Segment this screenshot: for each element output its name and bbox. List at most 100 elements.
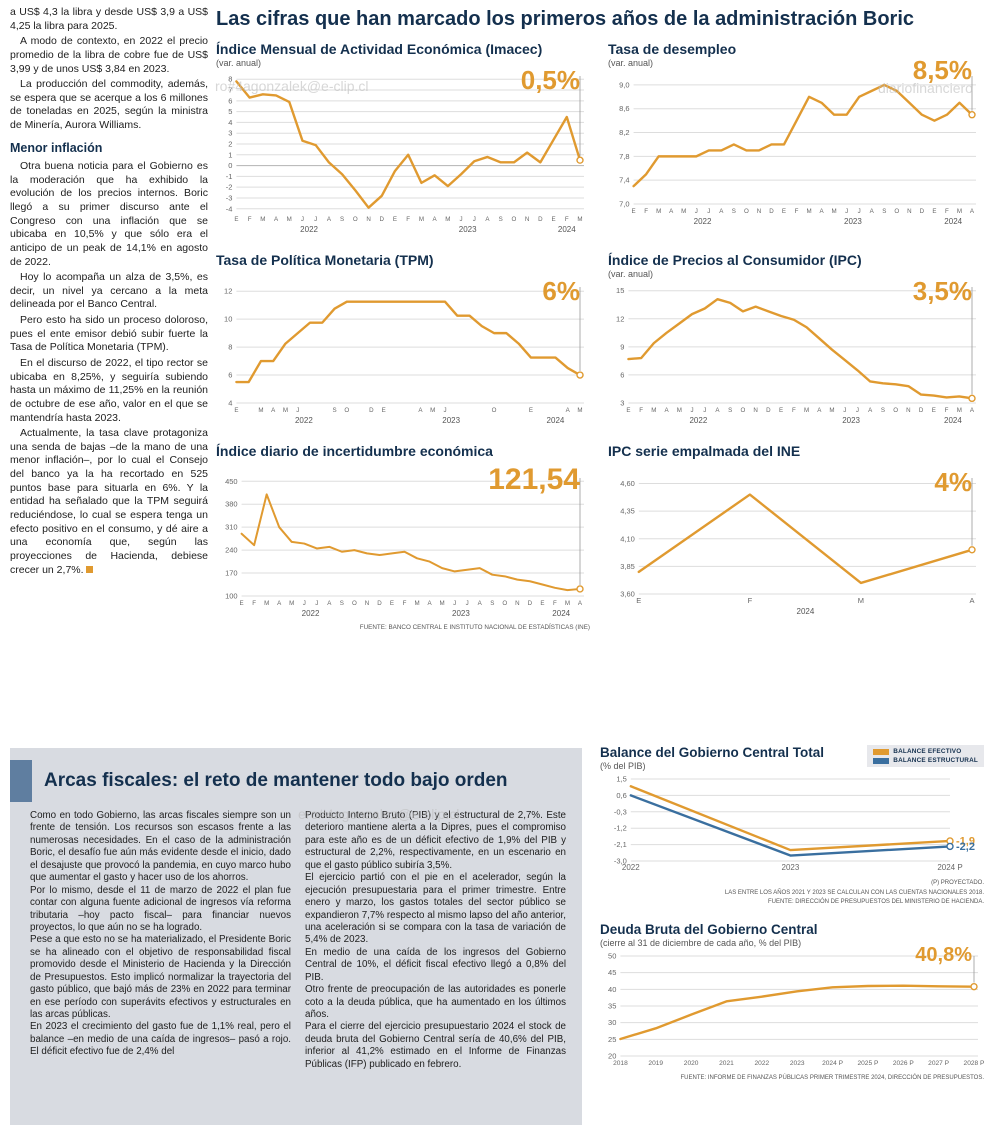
- svg-text:M: M: [414, 600, 419, 607]
- svg-text:M: M: [681, 208, 686, 215]
- svg-text:J: J: [466, 600, 469, 607]
- svg-text:A: A: [478, 600, 483, 607]
- svg-text:A: A: [418, 407, 423, 414]
- chart-balance: Balance del Gobierno Central Total (% de…: [600, 745, 984, 908]
- fiscal-paragraph: Otro frente de preocupación de las autor…: [305, 984, 566, 1020]
- tpm-line-chart: 12 10 8 6 4 E M A M J S O D E A M J O E A M 2022 2023 2024: [216, 281, 590, 429]
- svg-text:S: S: [732, 208, 736, 215]
- svg-text:J: J: [296, 407, 299, 414]
- svg-text:F: F: [748, 596, 753, 605]
- svg-text:45: 45: [608, 968, 616, 977]
- svg-text:2022: 2022: [300, 225, 318, 234]
- svg-text:M: M: [832, 208, 837, 215]
- svg-text:F: F: [248, 216, 252, 223]
- svg-text:M: M: [656, 208, 661, 215]
- latest-value-label: 6%: [542, 276, 580, 306]
- svg-text:J: J: [314, 216, 317, 223]
- svg-text:-3,0: -3,0: [614, 857, 627, 866]
- svg-text:-2: -2: [226, 183, 233, 192]
- fiscal-panel: Arcas fiscales: el reto de mantener todo…: [10, 748, 582, 1125]
- svg-text:8,2: 8,2: [619, 128, 629, 137]
- svg-text:25: 25: [608, 1035, 616, 1044]
- svg-text:A: A: [970, 208, 975, 215]
- svg-text:7,8: 7,8: [619, 152, 629, 161]
- svg-text:A: A: [274, 216, 279, 223]
- ipc-line-chart: 15 12 9 6 3 E F M A M J J A S O N D E F M A M J J A S O N D E F M A 2022 2…: [608, 281, 982, 429]
- chart-ipc-empalmada: IPC serie empalmada del INE 4% 4,60 4,35 4…: [608, 443, 982, 631]
- svg-text:2023: 2023: [452, 609, 470, 618]
- svg-text:N: N: [907, 208, 911, 215]
- svg-text:S: S: [340, 216, 344, 223]
- svg-text:2023: 2023: [844, 217, 862, 226]
- svg-text:4,35: 4,35: [620, 507, 635, 516]
- svg-text:A: A: [277, 600, 282, 607]
- svg-text:E: E: [382, 407, 386, 414]
- svg-text:40: 40: [608, 985, 616, 994]
- legend-item-estructural: BALANCE ESTRUCTURAL: [873, 757, 978, 764]
- svg-text:M: M: [957, 208, 962, 215]
- legend-swatch-estructural: [873, 757, 890, 764]
- chart-title: Índice de Precios al Consumidor (IPC): [608, 252, 862, 268]
- svg-text:F: F: [406, 216, 410, 223]
- svg-text:E: E: [390, 600, 394, 607]
- svg-text:F: F: [644, 208, 648, 215]
- svg-text:M: M: [440, 600, 445, 607]
- svg-text:F: F: [639, 407, 643, 414]
- fiscal-paragraph: Como en todo Gobierno, las arcas fiscale…: [30, 810, 291, 884]
- svg-text:S: S: [499, 216, 503, 223]
- svg-text:E: E: [240, 600, 244, 607]
- fiscal-title-row: Arcas fiscales: el reto de mantener todo…: [10, 748, 582, 804]
- svg-text:J: J: [453, 600, 456, 607]
- svg-text:M: M: [957, 407, 962, 414]
- svg-text:E: E: [234, 407, 238, 414]
- svg-text:2024: 2024: [944, 416, 962, 425]
- svg-text:A: A: [271, 407, 276, 414]
- svg-text:2023: 2023: [459, 225, 477, 234]
- svg-text:6: 6: [620, 370, 624, 379]
- svg-text:A: A: [719, 208, 724, 215]
- svg-text:35: 35: [608, 1001, 616, 1010]
- svg-text:A: A: [820, 208, 825, 215]
- latest-value-label: 4%: [934, 467, 972, 497]
- svg-text:12: 12: [616, 314, 624, 323]
- chart-imacec: Índice Mensual de Actividad Económica (I…: [216, 41, 590, 238]
- svg-text:M: M: [287, 216, 292, 223]
- svg-text:A: A: [669, 208, 674, 215]
- svg-text:J: J: [473, 216, 476, 223]
- svg-text:M: M: [651, 407, 656, 414]
- chart-subtitle: (var. anual): [608, 269, 654, 279]
- svg-text:E: E: [626, 407, 630, 414]
- charts-section: Las cifras que han marcado los primeros …: [216, 8, 982, 631]
- svg-text:N: N: [906, 407, 910, 414]
- svg-text:2022: 2022: [689, 416, 707, 425]
- svg-text:A: A: [566, 407, 571, 414]
- svg-text:100: 100: [225, 592, 238, 601]
- svg-text:E: E: [540, 600, 544, 607]
- source-note: FUENTE: BANCO CENTRAL E INSTITUTO NACION…: [359, 624, 590, 631]
- article-paragraph: En el discurso de 2022, el tipo rector s…: [10, 356, 208, 424]
- chart-incertidumbre: Índice diario de incertidumbre económica…: [216, 443, 590, 631]
- svg-text:J: J: [460, 216, 463, 223]
- legend-label: BALANCE ESTRUCTURAL: [893, 757, 978, 764]
- svg-text:0: 0: [228, 161, 232, 170]
- deuda-line-chart: 50 45 40 35 30 25 20 2018 2019 2020 2021 2022 2023 20…: [600, 950, 985, 1072]
- svg-text:M: M: [419, 216, 424, 223]
- svg-text:J: J: [690, 407, 693, 414]
- svg-text:M: M: [258, 407, 263, 414]
- svg-text:2024: 2024: [797, 607, 815, 616]
- svg-text:-2,1: -2,1: [614, 840, 627, 849]
- svg-text:S: S: [881, 407, 885, 414]
- svg-text:A: A: [433, 216, 438, 223]
- svg-text:2018: 2018: [613, 1060, 628, 1067]
- svg-text:-0,3: -0,3: [614, 807, 627, 816]
- fiscal-paragraph: Para el cierre del ejercicio presupuesta…: [305, 1021, 566, 1070]
- fiscal-charts-column: Balance del Gobierno Central Total (% de…: [600, 745, 985, 1084]
- chart-subtitle: [216, 269, 590, 279]
- deuda-footnotes: FUENTE: INFORME DE FINANZAS PÚBLICAS PRI…: [600, 1074, 985, 1084]
- svg-text:E: E: [932, 208, 936, 215]
- fiscal-paragraph: Por lo mismo, desde el 11 de marzo de 20…: [30, 884, 291, 933]
- svg-text:S: S: [340, 600, 344, 607]
- chart-subtitle: (var. anual): [608, 58, 654, 68]
- latest-value-label: 121,54: [488, 463, 580, 496]
- svg-text:2028 P: 2028 P: [964, 1060, 984, 1067]
